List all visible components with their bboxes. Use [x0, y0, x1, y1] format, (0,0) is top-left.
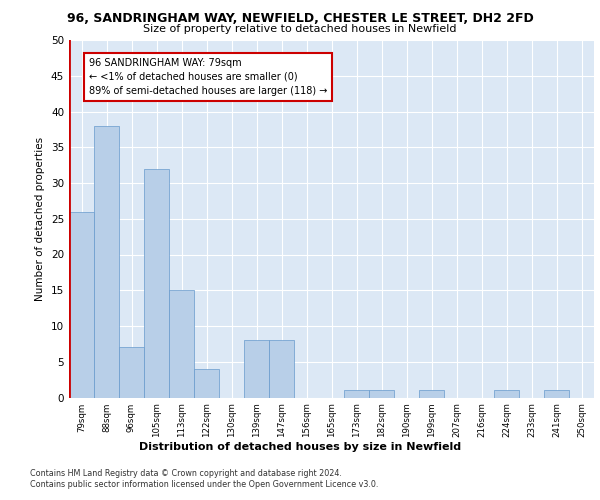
Bar [369, 390, 394, 398]
Bar [144, 168, 169, 398]
Y-axis label: Number of detached properties: Number of detached properties [35, 136, 46, 301]
Text: Contains public sector information licensed under the Open Government Licence v3: Contains public sector information licen… [30, 480, 379, 489]
Bar [169, 290, 194, 398]
Bar [494, 390, 519, 398]
Bar [544, 390, 569, 398]
Text: Size of property relative to detached houses in Newfield: Size of property relative to detached ho… [143, 24, 457, 34]
Text: 96 SANDRINGHAM WAY: 79sqm
← <1% of detached houses are smaller (0)
89% of semi-d: 96 SANDRINGHAM WAY: 79sqm ← <1% of detac… [89, 58, 328, 96]
Bar [194, 369, 219, 398]
Text: Contains HM Land Registry data © Crown copyright and database right 2024.: Contains HM Land Registry data © Crown c… [30, 469, 342, 478]
Bar [94, 126, 119, 398]
Text: 96, SANDRINGHAM WAY, NEWFIELD, CHESTER LE STREET, DH2 2FD: 96, SANDRINGHAM WAY, NEWFIELD, CHESTER L… [67, 12, 533, 26]
Bar [69, 212, 94, 398]
Text: Distribution of detached houses by size in Newfield: Distribution of detached houses by size … [139, 442, 461, 452]
Bar [419, 390, 444, 398]
Bar [119, 348, 144, 398]
Bar [344, 390, 369, 398]
Bar [269, 340, 294, 398]
Bar [244, 340, 269, 398]
